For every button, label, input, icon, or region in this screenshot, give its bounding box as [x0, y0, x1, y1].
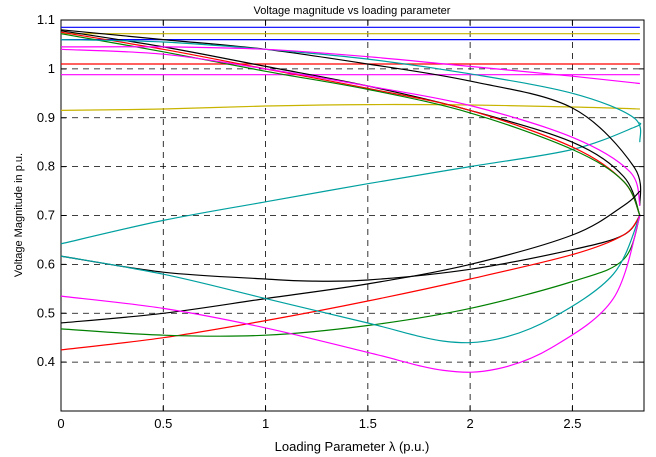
y-tick-label: 0.6	[37, 256, 55, 271]
x-tick-label: 2	[467, 416, 474, 431]
series-line-6	[60, 103, 640, 111]
y-tick-label: 0.7	[37, 208, 55, 223]
y-tick-label: 0.5	[37, 305, 55, 320]
y-tick-label: 0.9	[37, 110, 55, 125]
series-line-14	[60, 46, 640, 85]
series-line-18	[60, 215, 641, 337]
series-line-19	[60, 215, 641, 344]
series-line-20	[60, 215, 641, 373]
series-line-17	[60, 215, 641, 351]
series-line-13	[60, 39, 642, 143]
y-tick-label: 0.4	[37, 354, 55, 369]
x-tick-label: 1.5	[359, 416, 377, 431]
series-line-10	[60, 31, 641, 216]
x-tick-label: 2.5	[563, 416, 581, 431]
axes: 0 0.5 1 1.5 2 2.5 0.4 0.5 0.6 0.7 0.8 0.9 1 1.1	[37, 12, 644, 431]
series-line-8	[60, 29, 642, 206]
series-line-11	[60, 33, 641, 216]
chart-title: Voltage magnitude vs loading parameter	[254, 5, 451, 17]
y-tick-label: 0.8	[37, 159, 55, 174]
y-axis-label: Voltage Magnitude in p.u.	[13, 153, 25, 277]
grid	[61, 20, 644, 411]
series-line-7	[60, 122, 642, 245]
series-line-15	[60, 215, 641, 282]
series-line-12	[60, 48, 641, 206]
y-tick-label: 1	[48, 61, 55, 76]
series-group	[60, 26, 642, 373]
x-tick-label: 0	[57, 416, 64, 431]
y-tick-label: 1.1	[37, 12, 55, 27]
x-axis-label: Loading Parameter λ (p.u.)	[275, 439, 430, 454]
x-tick-label: 0.5	[154, 416, 172, 431]
x-tick-label: 1	[262, 416, 269, 431]
series-line-16	[60, 190, 641, 324]
